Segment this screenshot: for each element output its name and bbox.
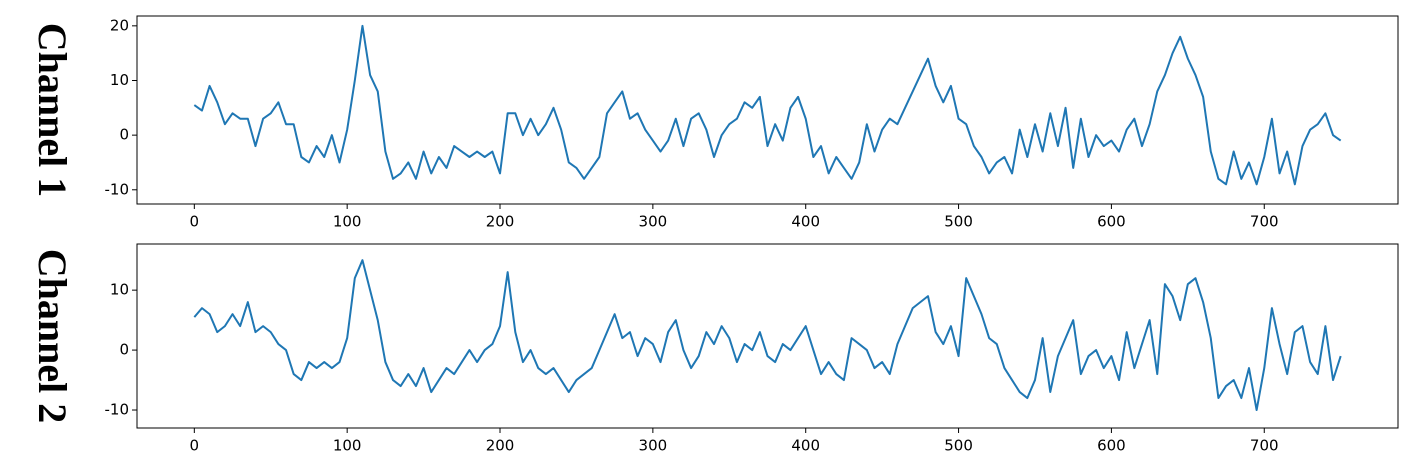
x-tick-label: 500 [944,213,973,231]
x-tick-label: 600 [1097,437,1126,454]
x-tick-label: 400 [791,213,820,231]
y-tick-label: 20 [110,16,129,34]
x-tick-label: 400 [791,437,820,454]
x-tick-label: 0 [190,437,200,454]
x-tick-label: 500 [944,437,973,454]
plot-frame [136,15,1399,205]
y-tick-label: -10 [105,401,130,419]
x-tick-label: 700 [1250,213,1279,231]
y-tick-label: 0 [119,126,129,144]
y-axis-label: Channel 1 [30,23,75,198]
plot-frame [136,243,1399,429]
x-tick-label: 0 [190,213,200,231]
y-tick-label: 10 [110,281,129,299]
x-tick-label: 100 [333,437,362,454]
x-tick-label: 200 [486,437,515,454]
x-tick-label: 300 [639,437,668,454]
data-line [193,259,1342,412]
x-tick-label: 700 [1250,437,1279,454]
y-axis-label: Channel 2 [30,249,75,424]
y-tick-label: 10 [110,71,129,89]
y-tick-label: -10 [105,180,130,198]
data-line [193,24,1342,186]
x-tick-label: 300 [639,213,668,231]
x-tick-label: 600 [1097,213,1126,231]
x-tick-label: 200 [486,213,515,231]
x-tick-label: 100 [333,213,362,231]
y-tick-label: 0 [119,341,129,359]
